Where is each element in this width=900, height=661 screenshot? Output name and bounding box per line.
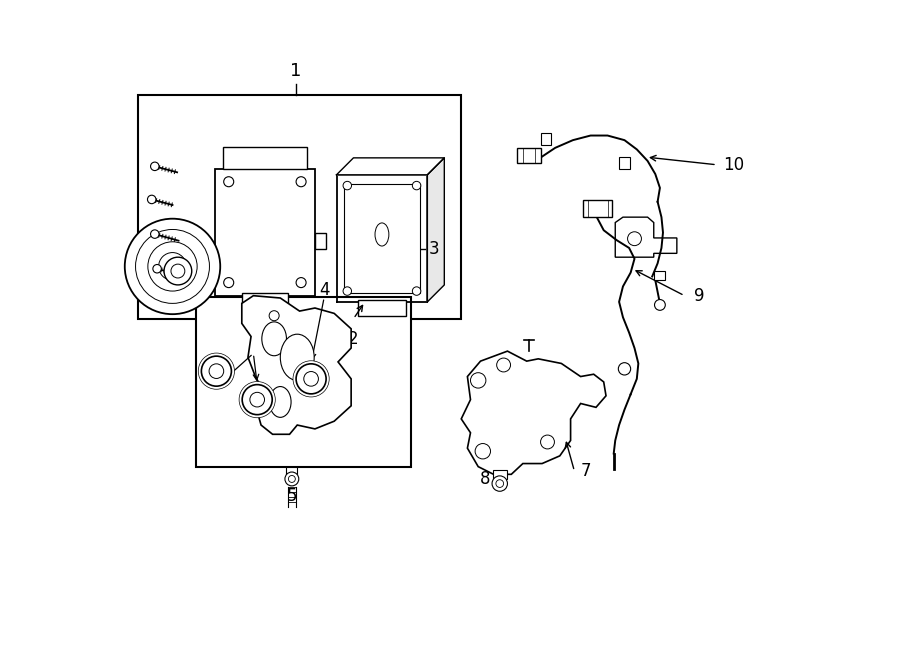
- Circle shape: [541, 435, 554, 449]
- Polygon shape: [461, 351, 606, 475]
- Circle shape: [654, 299, 665, 310]
- Polygon shape: [428, 158, 445, 302]
- Text: 4: 4: [275, 334, 285, 352]
- Circle shape: [239, 381, 275, 418]
- Ellipse shape: [262, 322, 286, 356]
- Circle shape: [285, 472, 299, 486]
- Circle shape: [412, 287, 421, 295]
- Bar: [493, 470, 507, 479]
- Circle shape: [158, 253, 186, 280]
- Circle shape: [148, 195, 156, 204]
- Circle shape: [296, 176, 306, 187]
- Text: 8: 8: [480, 470, 491, 488]
- Circle shape: [224, 176, 234, 187]
- Ellipse shape: [280, 334, 314, 380]
- Circle shape: [343, 287, 352, 295]
- Text: 1: 1: [290, 62, 302, 80]
- Bar: [195, 297, 411, 467]
- Bar: [215, 169, 315, 295]
- Bar: [619, 157, 630, 169]
- Circle shape: [209, 364, 224, 379]
- Text: 5: 5: [286, 486, 297, 504]
- Bar: [286, 467, 297, 475]
- Circle shape: [150, 230, 159, 239]
- Polygon shape: [242, 295, 351, 434]
- Circle shape: [288, 475, 295, 483]
- Circle shape: [618, 363, 631, 375]
- Circle shape: [293, 361, 329, 397]
- Circle shape: [343, 181, 352, 190]
- Circle shape: [136, 229, 210, 303]
- Circle shape: [296, 278, 306, 288]
- Circle shape: [150, 162, 159, 171]
- Circle shape: [153, 264, 161, 273]
- Bar: [344, 184, 419, 293]
- Circle shape: [492, 476, 508, 491]
- Text: 4: 4: [319, 280, 329, 299]
- Text: 7: 7: [580, 462, 591, 481]
- Circle shape: [296, 364, 326, 394]
- Circle shape: [250, 393, 265, 407]
- Circle shape: [497, 358, 510, 372]
- Circle shape: [125, 219, 220, 314]
- Circle shape: [224, 278, 234, 288]
- Circle shape: [148, 242, 197, 291]
- Polygon shape: [337, 158, 445, 175]
- Bar: [541, 134, 551, 145]
- Circle shape: [496, 480, 504, 487]
- Text: 2: 2: [348, 330, 359, 348]
- Bar: [138, 95, 461, 319]
- Bar: [222, 147, 307, 169]
- Text: 6: 6: [137, 262, 147, 280]
- Text: 9: 9: [694, 287, 705, 305]
- Circle shape: [475, 444, 491, 459]
- Circle shape: [242, 385, 272, 414]
- Circle shape: [171, 264, 184, 278]
- Ellipse shape: [375, 223, 389, 246]
- Circle shape: [198, 353, 235, 389]
- Text: 10: 10: [723, 156, 744, 174]
- Bar: [315, 233, 326, 249]
- Circle shape: [202, 356, 231, 386]
- Circle shape: [164, 257, 192, 285]
- Text: 3: 3: [429, 241, 439, 258]
- Bar: [517, 148, 541, 163]
- Circle shape: [471, 373, 486, 388]
- Bar: [653, 271, 664, 280]
- Circle shape: [304, 371, 319, 386]
- Bar: [358, 300, 406, 316]
- Polygon shape: [616, 217, 677, 257]
- Bar: [583, 200, 612, 217]
- Ellipse shape: [269, 387, 291, 417]
- Circle shape: [627, 232, 642, 246]
- Circle shape: [269, 311, 279, 321]
- Circle shape: [412, 181, 421, 190]
- Bar: [242, 293, 288, 305]
